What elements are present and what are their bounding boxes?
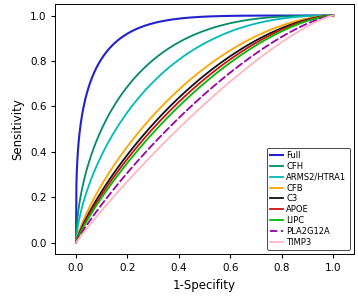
Y-axis label: Sensitivity: Sensitivity — [11, 98, 24, 160]
X-axis label: 1-Specifity: 1-Specifity — [173, 279, 236, 292]
Legend: Full, CFH, ARMS2/HTRA1, CFB, C3, APOE, LIPC, PLA2G12A, TIMP3: Full, CFH, ARMS2/HTRA1, CFB, C3, APOE, L… — [267, 148, 350, 250]
